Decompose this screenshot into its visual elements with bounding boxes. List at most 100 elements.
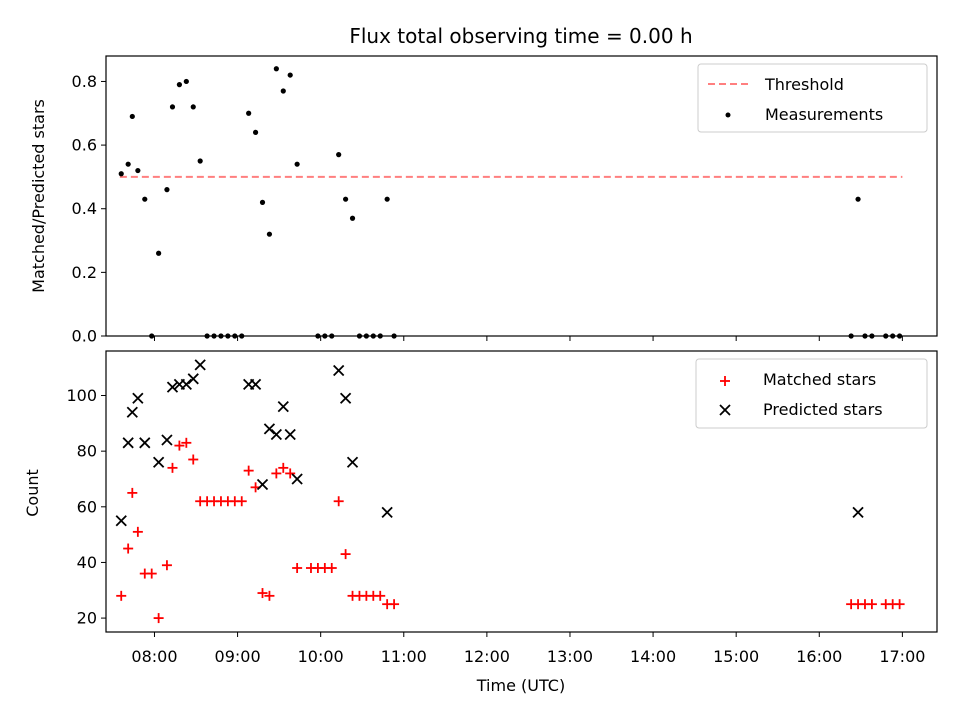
matched-star-point: [894, 599, 905, 610]
measurement-point: [125, 161, 131, 167]
bottom-y-tick-label: 80: [77, 442, 97, 461]
x-tick-label: 16:00: [796, 647, 842, 666]
matched-star-point: [243, 465, 254, 476]
top-y-axis-label: Matched/Predicted stars: [29, 99, 48, 293]
predicted-star-point: [852, 506, 864, 519]
predicted-star-point: [277, 401, 289, 413]
predicted-star-point: [339, 392, 352, 404]
predicted-star-point: [346, 456, 359, 468]
matched-star-point: [340, 549, 351, 560]
measurement-point: [118, 171, 124, 177]
predicted-star-point: [284, 428, 296, 441]
x-axis-label: Time (UTC): [476, 676, 565, 695]
top-y-tick-label: 0.4: [72, 199, 97, 218]
matched-star-point: [161, 560, 172, 571]
matched-star-point: [167, 462, 178, 473]
top-legend: Threshold Measurements: [697, 63, 928, 133]
legend-matched-label: Matched stars: [763, 370, 876, 389]
predicted-star-point: [381, 506, 393, 519]
bottom-legend: Matched stars Predicted stars: [695, 358, 928, 429]
bottom-axes: 20 40 60 80 100 08:00 09:00 10:00 11:00 12:00 13:0…: [66, 386, 925, 666]
measurement-point: [336, 152, 342, 158]
measurement-point: [176, 82, 183, 88]
matched-star-point: [271, 468, 282, 479]
measurement-point: [246, 110, 252, 116]
predicted-star-point: [180, 378, 192, 391]
matched-star-point: [333, 496, 344, 507]
measurement-point: [349, 215, 356, 221]
top-axes-frame: [105, 55, 938, 337]
measurement-point: [343, 196, 349, 202]
predicted-star-point: [256, 478, 269, 491]
matched-star-point: [181, 437, 192, 448]
top-y-tick-label: 0.8: [72, 72, 97, 91]
matched-star-point: [174, 440, 185, 451]
matched-star-point: [278, 462, 289, 473]
top-y-tick-label: 0.6: [72, 136, 97, 155]
matched-star-point: [123, 543, 134, 554]
predicted-star-point: [249, 378, 262, 391]
measurement-point: [384, 196, 390, 202]
bottom-y-tick-label: 60: [77, 497, 97, 516]
matched-star-point: [375, 590, 386, 601]
bottom-axes-frame: [105, 350, 938, 633]
matched-star-point: [116, 590, 127, 601]
matched-star-point: [153, 613, 164, 624]
x-tick-label: 09:00: [215, 647, 261, 666]
measurement-point: [142, 196, 148, 202]
bottom-legend-box: [695, 358, 928, 429]
predicted-star-point: [132, 392, 144, 404]
x-tick-label: 11:00: [381, 647, 427, 666]
top-y-tick-label: 0.0: [72, 327, 97, 346]
measurement-point: [259, 199, 266, 205]
bottom-y-tick-label: 40: [77, 553, 97, 572]
measurement-point: [183, 78, 189, 85]
measurement-point: [287, 72, 293, 78]
x-tick-label: 17:00: [879, 647, 925, 666]
bottom-y-tick-label: 20: [77, 609, 97, 628]
measurement-point: [294, 161, 300, 167]
matched-star-point: [264, 590, 275, 601]
matched-star-point: [389, 599, 400, 610]
predicted-star-point: [152, 456, 165, 468]
matched-star-point: [236, 496, 247, 507]
x-tick-label: 15:00: [713, 647, 759, 666]
predicted-star-point: [122, 437, 134, 449]
predicted-star-point: [187, 373, 199, 385]
bottom-y-axis-label: Count: [23, 469, 42, 517]
bottom-plot-area: [115, 359, 905, 624]
matched-star-point: [188, 454, 199, 465]
matched-star-point: [285, 468, 296, 479]
legend-predicted-label: Predicted stars: [763, 400, 883, 419]
measurement-point: [252, 129, 259, 135]
measurement-point: [135, 167, 141, 174]
predicted-star-point: [291, 473, 303, 485]
bottom-y-tick-label: 100: [66, 386, 97, 405]
top-chart-title: Flux total observing time = 0.00 h: [349, 24, 692, 48]
predicted-star-point: [263, 423, 276, 435]
measurement-point: [197, 158, 203, 164]
predicted-star-point: [333, 364, 345, 377]
matched-star-point: [326, 563, 337, 574]
measurement-point: [164, 187, 170, 193]
measurement-point: [190, 104, 196, 110]
measurement-point: [273, 66, 279, 72]
top-panel: Flux total observing time = 0.00 h Match…: [29, 24, 938, 346]
predicted-star-point: [161, 434, 173, 446]
measurement-point: [280, 88, 286, 94]
top-axes: 0.0 0.2 0.4 0.6 0.8: [72, 72, 903, 346]
legend-threshold-label: Threshold: [764, 75, 844, 94]
x-tick-label: 12:00: [464, 647, 510, 666]
measurement-point: [266, 231, 273, 237]
predicted-star-point: [126, 406, 138, 418]
matched-star-point: [292, 563, 303, 574]
x-tick-label: 08:00: [131, 647, 177, 666]
matched-star-point: [132, 526, 143, 537]
matched-star-point: [257, 588, 268, 599]
legend-measurements-label: Measurements: [765, 105, 883, 124]
predicted-star-point: [270, 428, 282, 441]
x-tick-label: 13:00: [547, 647, 593, 666]
legend-matched-swatch: [720, 376, 730, 386]
legend-measurements-swatch: [725, 112, 731, 118]
